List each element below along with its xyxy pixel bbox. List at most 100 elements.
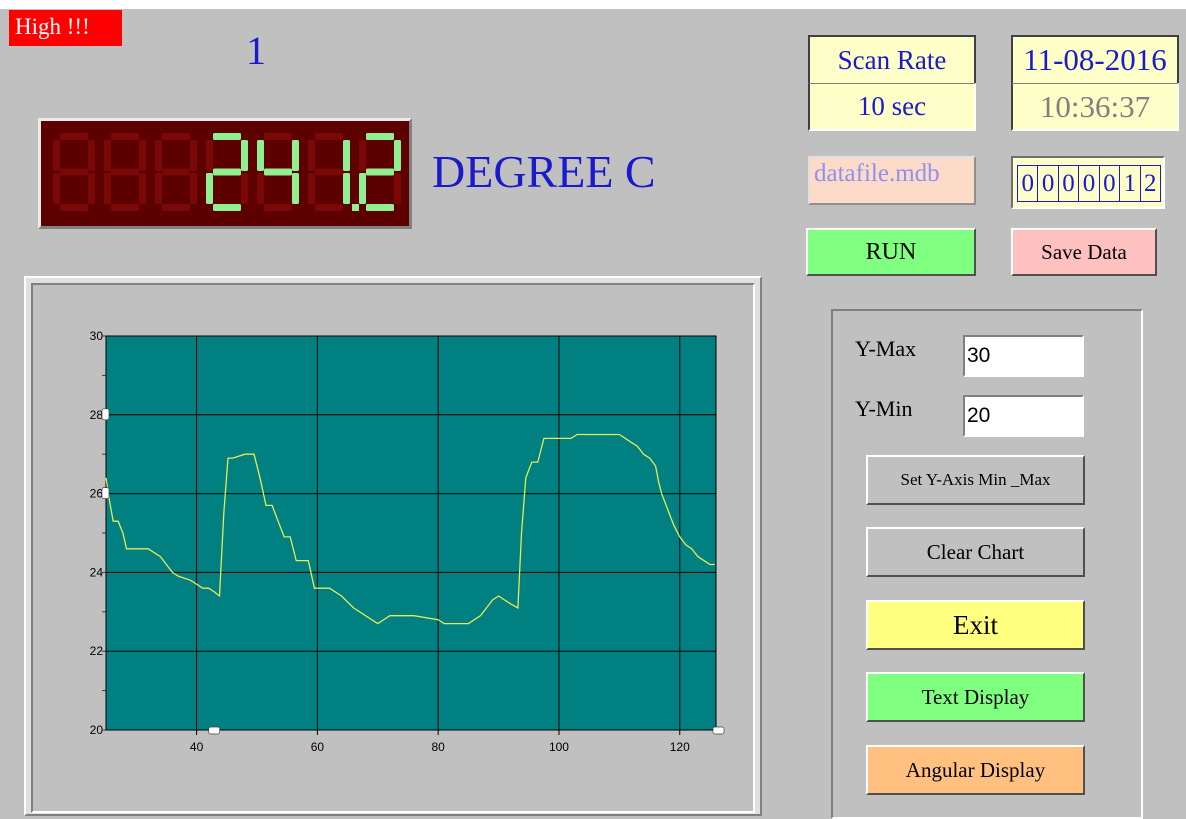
y-min-label: Y-Min: [855, 396, 913, 421]
segment-a: [111, 133, 139, 140]
segment-b: [394, 140, 401, 171]
segment-c: [88, 173, 95, 204]
y-cursor-handle[interactable]: [101, 487, 110, 499]
y-tick-label: 22: [90, 644, 104, 658]
unit-label: DEGREE C: [432, 146, 656, 197]
segment-f: [257, 140, 264, 171]
seven-segment-display: [38, 118, 412, 229]
x-tick-label: 80: [431, 740, 445, 754]
exit-button[interactable]: Exit: [866, 600, 1085, 650]
run-button[interactable]: RUN: [806, 228, 976, 276]
segment-g: [162, 168, 190, 176]
segment-f: [155, 140, 162, 171]
segment-f: [206, 140, 213, 171]
time-display: 10:36:37: [1011, 83, 1179, 131]
segment-c: [292, 173, 299, 204]
x-tick-label: 40: [190, 740, 204, 754]
channel-number: 1: [246, 28, 266, 73]
y-cursor-handle[interactable]: [101, 408, 110, 421]
segment-g: [366, 168, 394, 176]
counter-digit: 1: [1120, 166, 1141, 201]
y-tick-label: 24: [90, 565, 104, 579]
text-display-button[interactable]: Text Display: [866, 672, 1085, 722]
y-max-label: Y-Max: [855, 336, 917, 361]
segment-g: [213, 168, 241, 176]
segment-e: [206, 173, 213, 204]
window-top-edge: [0, 0, 1186, 9]
segment-d: [213, 204, 241, 211]
segment-b: [190, 140, 197, 171]
segment-e: [257, 173, 264, 204]
segment-a: [162, 133, 190, 140]
segment-a: [213, 133, 241, 140]
date-display: 11-08-2016: [1011, 35, 1179, 83]
segment-g: [111, 168, 139, 176]
segment-b: [88, 140, 95, 171]
segment-g: [60, 168, 88, 176]
segment-d: [60, 204, 88, 211]
segment-g: [315, 168, 343, 176]
y-tick-label: 26: [90, 487, 104, 501]
high-alarm-badge: High !!!: [9, 10, 122, 46]
segment-b: [139, 140, 146, 171]
series-line: [105, 433, 715, 625]
segment-b: [241, 140, 248, 171]
counter-digit: 0: [1100, 166, 1121, 201]
segment-f: [359, 140, 366, 171]
segment-e: [359, 173, 366, 204]
decimal-point: [352, 204, 359, 211]
x-cursor-handle[interactable]: [208, 726, 221, 735]
segment-e: [53, 173, 60, 204]
clear-chart-button[interactable]: Clear Chart: [866, 527, 1085, 577]
segment-e: [155, 173, 162, 204]
scan-rate-value[interactable]: 10 sec: [808, 83, 976, 131]
chart-panel: 40 60 80 100 120 20 22 24 26 28 30: [31, 283, 755, 813]
segment-b: [343, 140, 350, 171]
segment-a: [60, 133, 88, 140]
segment-c: [190, 173, 197, 204]
segment-g: [264, 168, 292, 176]
angular-display-button[interactable]: Angular Display: [866, 745, 1085, 795]
segment-d: [111, 204, 139, 211]
segment-f: [53, 140, 60, 171]
segment-d: [366, 204, 394, 211]
scan-rate-label: Scan Rate: [808, 35, 976, 83]
seven-segment-digits: [53, 133, 401, 211]
segment-f: [308, 140, 315, 171]
set-y-axis-button[interactable]: Set Y-Axis Min _Max: [866, 455, 1085, 505]
x-cursor-handle[interactable]: [712, 726, 725, 735]
segment-e: [308, 173, 315, 204]
segment-e: [104, 173, 111, 204]
segment-c: [343, 173, 350, 204]
y-tick-label: 20: [90, 723, 104, 737]
segment-b: [292, 140, 299, 171]
x-tick-label: 120: [670, 740, 690, 754]
segment-a: [366, 133, 394, 140]
segment-a: [264, 133, 292, 140]
segment-f: [104, 140, 111, 171]
segment-d: [315, 204, 343, 211]
x-tick-label: 100: [549, 740, 569, 754]
y-tick-label: 28: [90, 408, 104, 422]
plot-area: [106, 336, 716, 730]
data-file-name[interactable]: datafile.mdb: [808, 156, 976, 205]
temperature-chart: 40 60 80 100 120 20 22 24 26 28 30: [90, 329, 725, 754]
counter-digit: 0: [1038, 166, 1059, 201]
segment-a: [315, 133, 343, 140]
y-max-input[interactable]: [963, 335, 1084, 377]
counter-digit: 0: [1059, 166, 1080, 201]
segment-c: [139, 173, 146, 204]
plot-border: [105, 335, 717, 731]
counter-digit: 2: [1143, 169, 1157, 197]
segment-d: [264, 204, 292, 211]
save-data-button[interactable]: Save Data: [1011, 228, 1157, 276]
segment-c: [241, 173, 248, 204]
y-min-input[interactable]: [963, 395, 1084, 437]
counter-digit: 0: [1018, 166, 1039, 201]
segment-c: [394, 173, 401, 204]
x-tick-label: 60: [311, 740, 325, 754]
y-tick-label: 30: [90, 329, 104, 343]
segment-d: [162, 204, 190, 211]
